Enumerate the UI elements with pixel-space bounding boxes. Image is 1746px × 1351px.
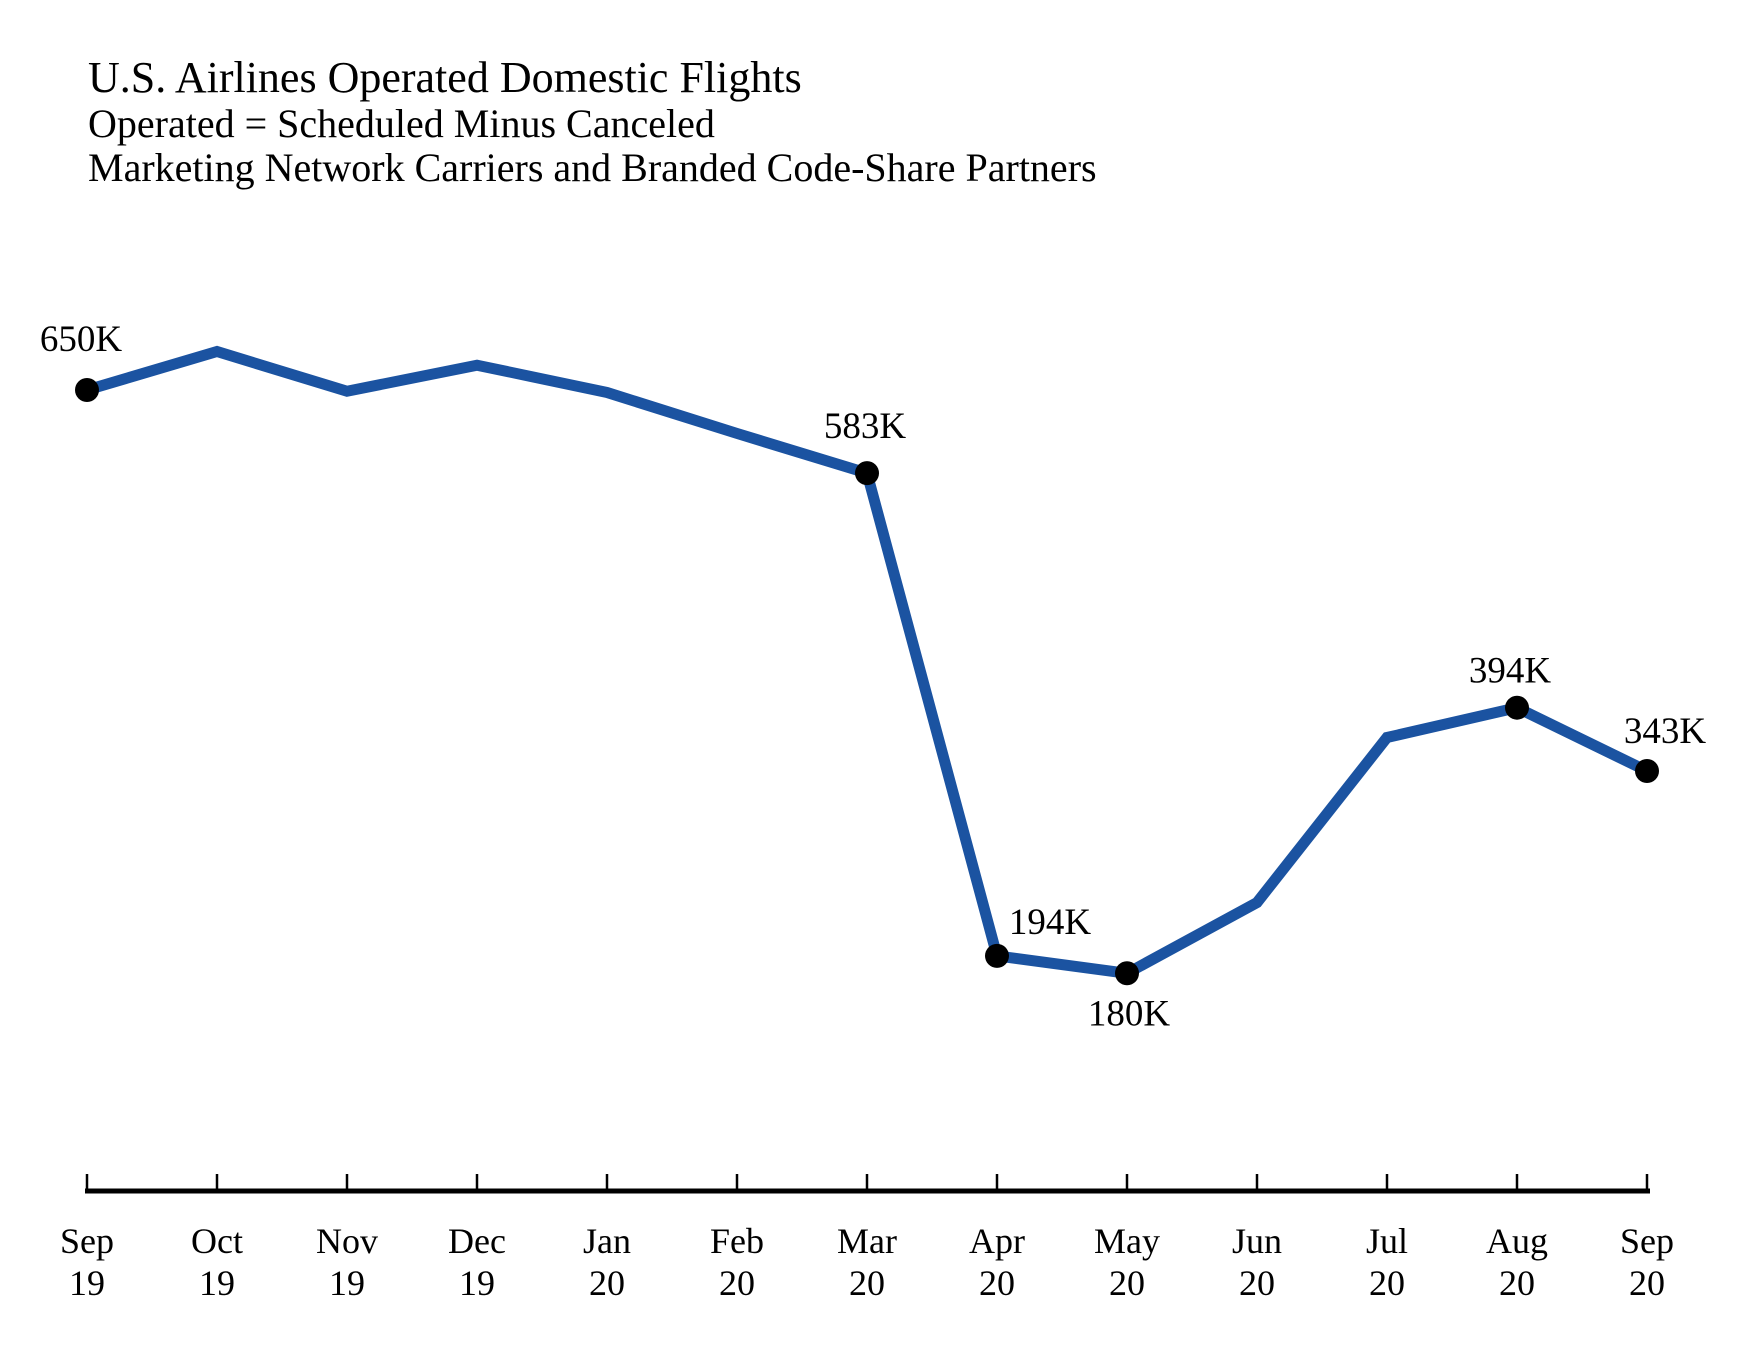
data-point-marker-sep-20 — [1635, 758, 1659, 783]
data-point-marker-aug-20 — [1505, 695, 1529, 720]
x-axis-label-month: Jan — [583, 1221, 631, 1261]
x-axis-label-year: 20 — [1629, 1263, 1665, 1303]
x-axis-label-year: 20 — [589, 1263, 625, 1303]
data-point-label-apr-20: 194K — [1009, 902, 1092, 943]
x-axis-label-month: Dec — [448, 1221, 506, 1261]
x-axis-label-year: 19 — [199, 1263, 235, 1303]
x-axis-label-month: Aug — [1486, 1221, 1548, 1261]
x-axis-label-month: Oct — [191, 1221, 243, 1261]
x-axis-label-month: Sep — [1620, 1221, 1674, 1261]
x-axis-label-year: 20 — [849, 1263, 885, 1303]
x-axis-label-year: 19 — [69, 1263, 105, 1303]
x-axis-label-year: 20 — [1239, 1263, 1275, 1303]
data-point-marker-sep-19 — [75, 378, 99, 402]
chart-title: U.S. Airlines Operated Domestic Flights — [88, 53, 802, 102]
x-axis-label-month: Nov — [316, 1221, 378, 1261]
data-point-label-sep-19: 650K — [40, 319, 123, 360]
x-axis-label-month: Mar — [837, 1221, 897, 1261]
x-axis-label-year: 20 — [979, 1263, 1015, 1303]
data-point-marker-may-20 — [1115, 961, 1139, 986]
data-point-label-sep-20: 343K — [1624, 711, 1707, 752]
data-point-marker-apr-20 — [985, 943, 1009, 968]
data-point-marker-mar-20 — [855, 461, 879, 486]
x-axis-label-year: 20 — [1499, 1263, 1535, 1303]
x-axis-label-year: 19 — [329, 1263, 365, 1303]
chart-subtitle-line-2: Marketing Network Carriers and Branded C… — [88, 145, 1097, 190]
chart-subtitle-line-1: Operated = Scheduled Minus Canceled — [88, 101, 715, 146]
x-axis-label-year: 20 — [1369, 1263, 1405, 1303]
x-axis-label-year: 19 — [459, 1263, 495, 1303]
x-axis-label-month: Apr — [969, 1221, 1025, 1261]
data-point-label-aug-20: 394K — [1469, 651, 1552, 692]
x-axis-label-month: Jul — [1366, 1221, 1408, 1261]
chart-title-block: U.S. Airlines Operated Domestic Flights … — [88, 54, 1097, 190]
x-axis-label-month: Jun — [1232, 1221, 1282, 1261]
data-point-label-mar-20: 583K — [824, 406, 907, 447]
x-axis-label-year: 20 — [1109, 1263, 1145, 1303]
x-axis-label-year: 20 — [719, 1263, 755, 1303]
x-axis-label-month: Sep — [60, 1221, 114, 1261]
x-axis-label-month: May — [1094, 1221, 1160, 1261]
data-point-label-may-20: 180K — [1088, 993, 1171, 1034]
x-axis-label-month: Feb — [710, 1221, 764, 1261]
